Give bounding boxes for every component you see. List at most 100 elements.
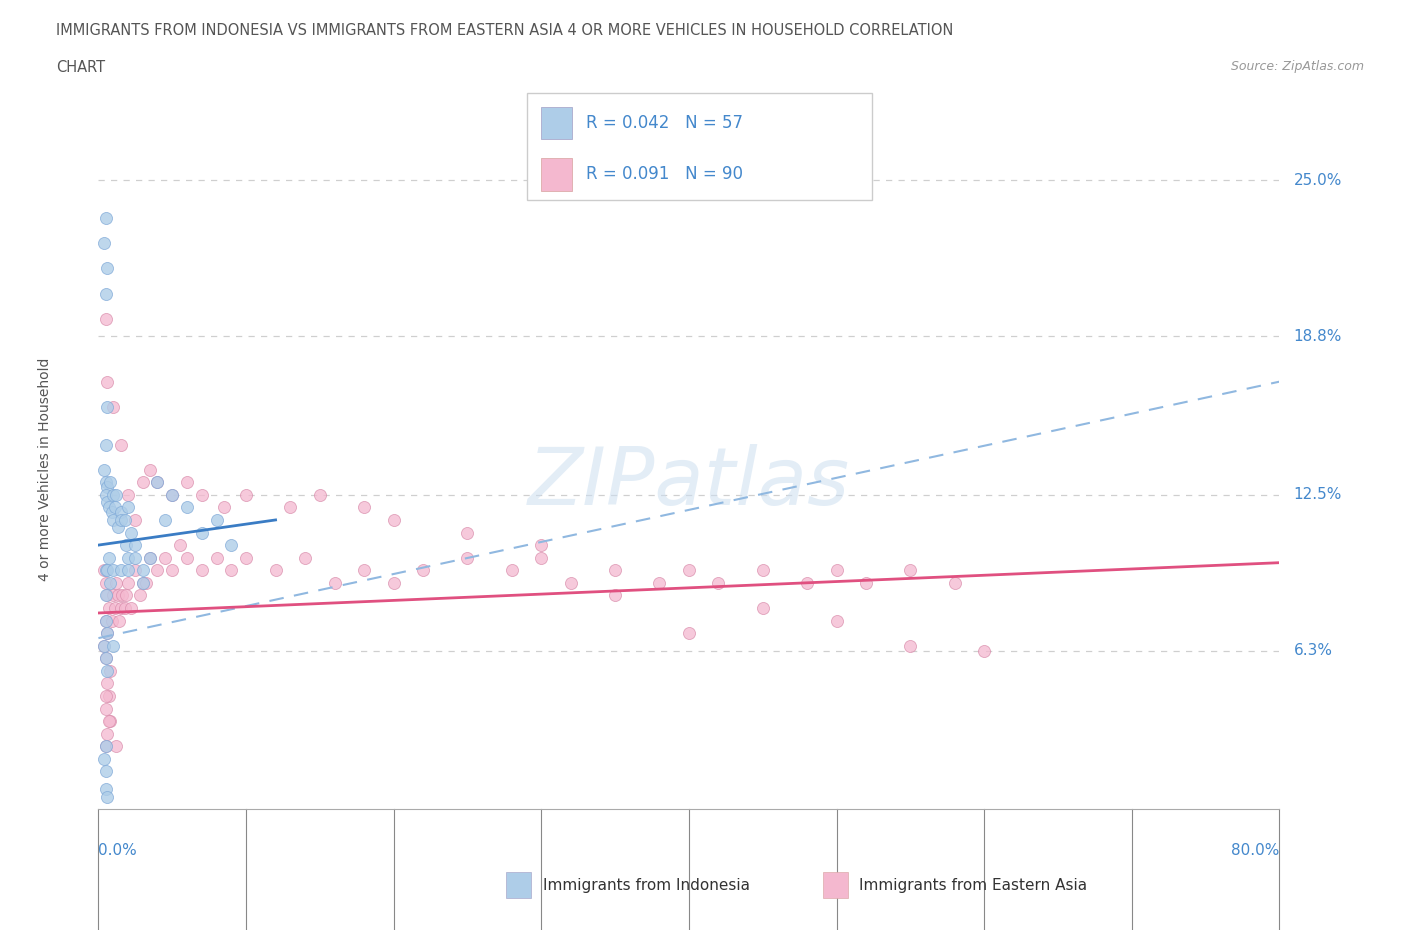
Point — [115, 538, 138, 552]
Point — [94, 576, 117, 591]
Point — [103, 487, 125, 502]
Point — [98, 663, 121, 678]
Point — [191, 563, 214, 578]
Point — [146, 475, 169, 490]
Point — [96, 399, 118, 414]
Point — [124, 551, 146, 565]
Point — [96, 374, 118, 389]
Point — [97, 551, 120, 565]
Point — [120, 525, 142, 540]
Point — [94, 651, 117, 666]
Point — [97, 688, 120, 703]
Point — [825, 613, 848, 628]
Point — [235, 551, 257, 565]
Point — [96, 563, 118, 578]
Point — [219, 563, 243, 578]
Point — [605, 563, 627, 578]
Point — [114, 601, 136, 616]
Point — [96, 789, 118, 804]
Point — [309, 487, 332, 502]
Point — [796, 576, 818, 591]
Point — [212, 500, 235, 515]
Point — [93, 563, 115, 578]
Point — [93, 462, 115, 477]
Point — [105, 487, 128, 502]
Point — [153, 551, 176, 565]
Point — [973, 644, 995, 658]
Text: 0.0%: 0.0% — [98, 844, 138, 858]
Point — [96, 663, 118, 678]
Point — [128, 588, 150, 603]
Point — [98, 475, 121, 490]
Point — [98, 576, 121, 591]
Point — [94, 588, 117, 603]
Point — [103, 563, 125, 578]
Point — [205, 551, 228, 565]
Point — [100, 613, 122, 628]
Point — [132, 563, 155, 578]
Point — [110, 601, 132, 616]
Point — [94, 487, 117, 502]
Point — [103, 399, 125, 414]
Point — [169, 538, 191, 552]
Point — [117, 487, 139, 502]
Point — [139, 551, 162, 565]
Point — [353, 500, 375, 515]
Text: Immigrants from Indonesia: Immigrants from Indonesia — [543, 878, 749, 893]
Point — [132, 576, 155, 591]
Point — [456, 551, 478, 565]
Point — [114, 512, 136, 527]
Point — [96, 626, 118, 641]
Point — [103, 512, 125, 527]
Point — [94, 688, 117, 703]
Point — [97, 500, 120, 515]
Point — [323, 576, 346, 591]
Point — [94, 211, 117, 226]
Point — [117, 500, 139, 515]
Point — [162, 487, 183, 502]
Point — [751, 601, 773, 616]
Point — [107, 588, 129, 603]
Point — [117, 551, 139, 565]
Point — [153, 512, 176, 527]
Point — [94, 475, 117, 490]
Point — [110, 563, 132, 578]
Point — [111, 588, 134, 603]
Point — [205, 512, 228, 527]
Point — [108, 613, 131, 628]
Point — [96, 588, 118, 603]
Point — [605, 588, 627, 603]
Point — [678, 626, 700, 641]
Text: CHART: CHART — [56, 60, 105, 75]
Point — [93, 236, 115, 251]
Text: 18.8%: 18.8% — [1294, 329, 1341, 344]
Point — [124, 512, 146, 527]
Point — [117, 576, 139, 591]
Point — [382, 512, 405, 527]
Point — [96, 626, 118, 641]
Text: Immigrants from Eastern Asia: Immigrants from Eastern Asia — [859, 878, 1087, 893]
Point — [162, 487, 183, 502]
Point — [94, 701, 117, 716]
Point — [94, 312, 117, 326]
Point — [98, 713, 121, 728]
Point — [530, 538, 553, 552]
Point — [943, 576, 966, 591]
Point — [353, 563, 375, 578]
Point — [103, 588, 125, 603]
Point — [132, 475, 155, 490]
Text: R = 0.042   N = 57: R = 0.042 N = 57 — [586, 114, 744, 132]
Point — [104, 601, 127, 616]
Point — [751, 563, 773, 578]
Point — [900, 638, 922, 653]
Point — [530, 551, 553, 565]
Point — [176, 500, 198, 515]
Point — [115, 588, 138, 603]
Point — [264, 563, 287, 578]
Point — [94, 651, 117, 666]
Point — [855, 576, 877, 591]
Point — [104, 500, 127, 515]
Point — [105, 576, 128, 591]
Point — [96, 261, 118, 276]
Point — [93, 638, 115, 653]
